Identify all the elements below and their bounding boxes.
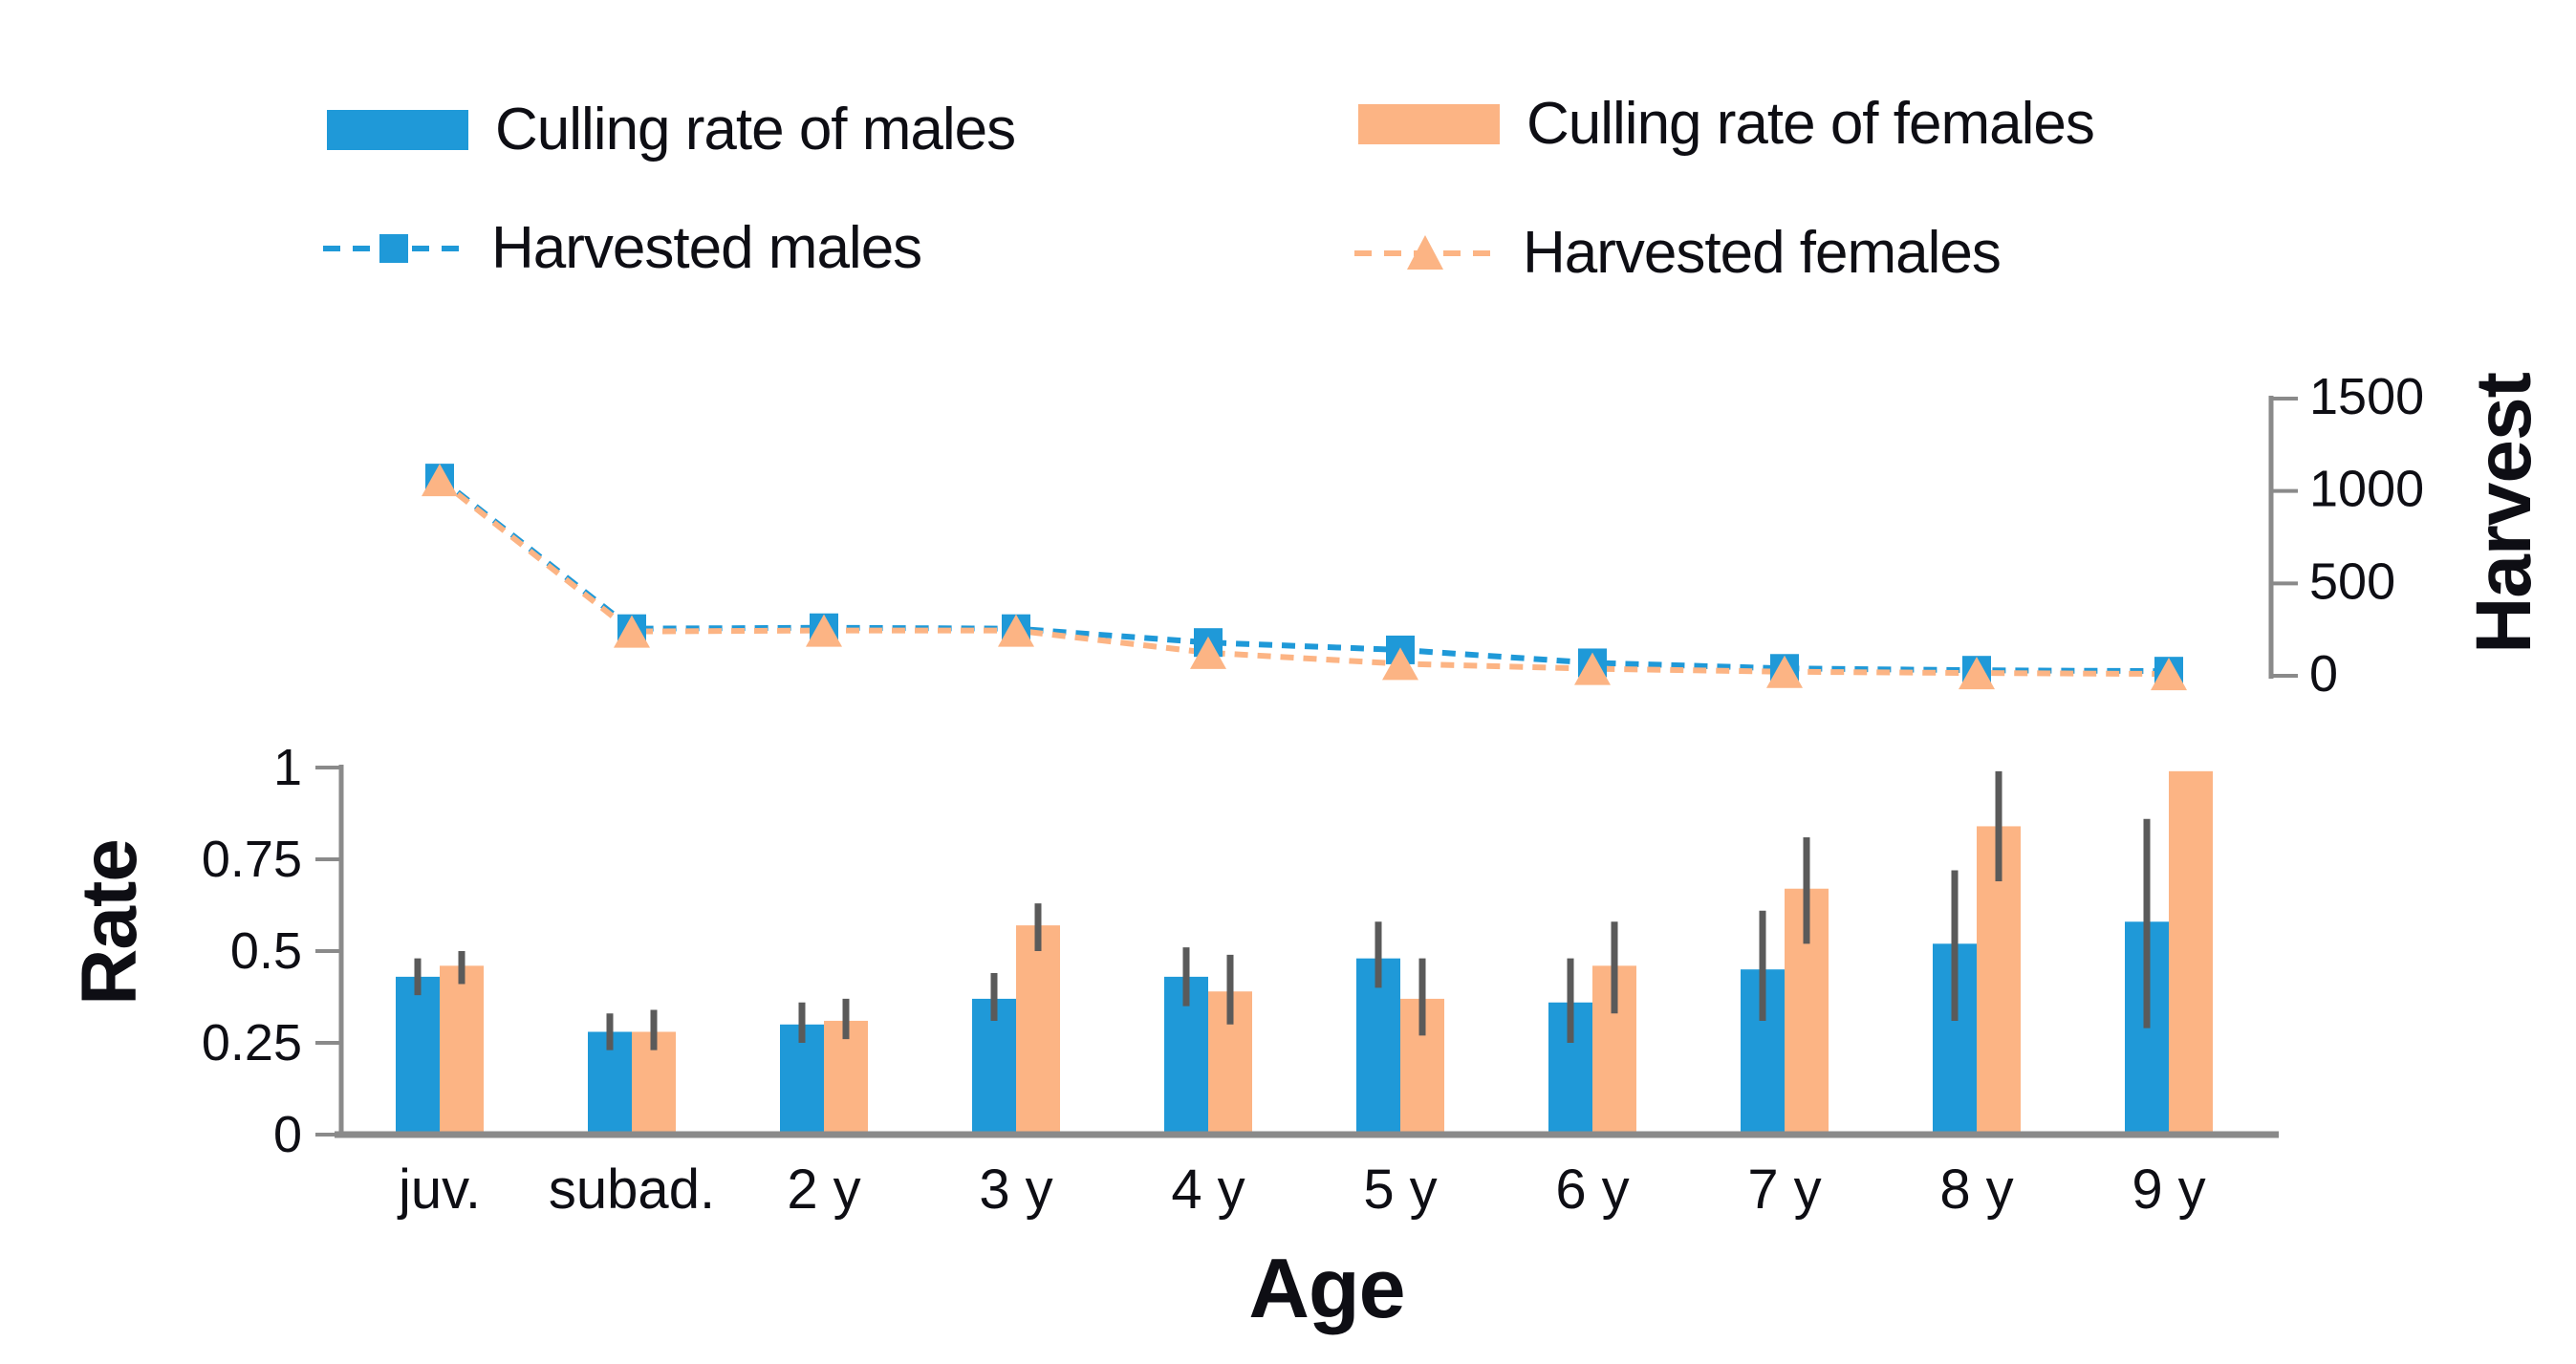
triangle-marker-8y — [1959, 657, 1995, 690]
rate-tick-label-025: 0.25 — [202, 1014, 302, 1072]
triangle-marker-6y — [1574, 652, 1611, 685]
legend-label-culling-females: Culling rate of females — [1526, 91, 2095, 157]
category-label-juv: juv. — [397, 1158, 481, 1221]
triangle-marker-5y — [1382, 647, 1418, 681]
harvested-females-line-glyph — [1354, 234, 1496, 270]
triangle-marker-subad — [614, 615, 650, 648]
triangle-marker-4y — [1190, 636, 1226, 669]
rate-tick-label-1: 1 — [273, 739, 302, 796]
category-label-2y: 2 y — [787, 1158, 860, 1221]
bar-males-juv — [396, 976, 440, 1135]
harvest-lines — [438, 475, 2170, 678]
legend-item-harvested-females: Harvested females — [1354, 219, 2002, 287]
legend-label-harvested-females: Harvested females — [1523, 220, 2002, 286]
legend-label-culling-males: Culling rate of males — [495, 97, 1016, 162]
category-label-subad: subad. — [549, 1158, 715, 1221]
error-bars — [414, 770, 2151, 1050]
harvest-tick-label-500: 500 — [2309, 552, 2395, 610]
bar-males-3y — [972, 998, 1016, 1135]
triangle-marker-9y — [2151, 658, 2187, 691]
rate-tick-label-0: 0 — [273, 1106, 302, 1163]
legend-item-culling-females: Culling rate of females — [1358, 90, 2095, 158]
rate-tick-label-05: 0.5 — [230, 922, 302, 980]
legend-item-harvested-males: Harvested males — [323, 214, 922, 282]
rate-axis-title: Rate — [66, 839, 153, 1006]
bar-females-juv — [440, 965, 484, 1135]
category-label-3y: 3 y — [979, 1158, 1052, 1221]
axes: 0 0.25 0.5 0.75 1 0 500 1000 1500 — [202, 368, 2424, 1163]
category-label-9y: 9 y — [2132, 1158, 2205, 1221]
harvest-markers — [422, 464, 2187, 691]
bar-females-9y — [2169, 770, 2213, 1135]
category-label-5y: 5 y — [1363, 1158, 1437, 1221]
age-axis-title: Age — [1248, 1241, 1405, 1335]
legend-label-harvested-males: Harvested males — [491, 215, 922, 281]
category-labels: juv. subad. 2 y 3 y 4 y 5 y 6 y 7 y 8 y 9 y — [397, 1158, 2206, 1221]
triangle-marker-2y — [806, 614, 842, 647]
triangle-marker-juv — [422, 464, 458, 497]
culling-males-swatch — [327, 109, 468, 150]
harvest-tick-label-1500: 1500 — [2309, 368, 2424, 425]
rate-tick-label-075: 0.75 — [202, 831, 302, 888]
triangle-marker-3y — [998, 614, 1034, 647]
category-label-4y: 4 y — [1171, 1158, 1245, 1221]
category-label-7y: 7 y — [1747, 1158, 1821, 1221]
triangle-marker-icon — [1407, 234, 1443, 270]
harvest-tick-label-1000: 1000 — [2309, 461, 2424, 518]
culling-females-swatch — [1358, 103, 1500, 144]
line-harvestedmales — [438, 475, 2170, 675]
category-label-6y: 6 y — [1555, 1158, 1629, 1221]
line-harvestedfemales — [438, 477, 2170, 678]
category-label-8y: 8 y — [1939, 1158, 2013, 1221]
harvested-males-line-glyph — [323, 233, 465, 263]
square-marker-icon — [379, 233, 408, 263]
harvest-axis-title: Harvest — [2460, 373, 2547, 654]
harvest-tick-label-0: 0 — [2309, 645, 2338, 703]
legend-item-culling-males: Culling rate of males — [327, 96, 1016, 163]
triangle-marker-7y — [1766, 655, 1803, 688]
bar-females-2y — [824, 1020, 868, 1135]
bar-females-3y — [1016, 925, 1060, 1135]
culling-bars — [396, 770, 2213, 1135]
